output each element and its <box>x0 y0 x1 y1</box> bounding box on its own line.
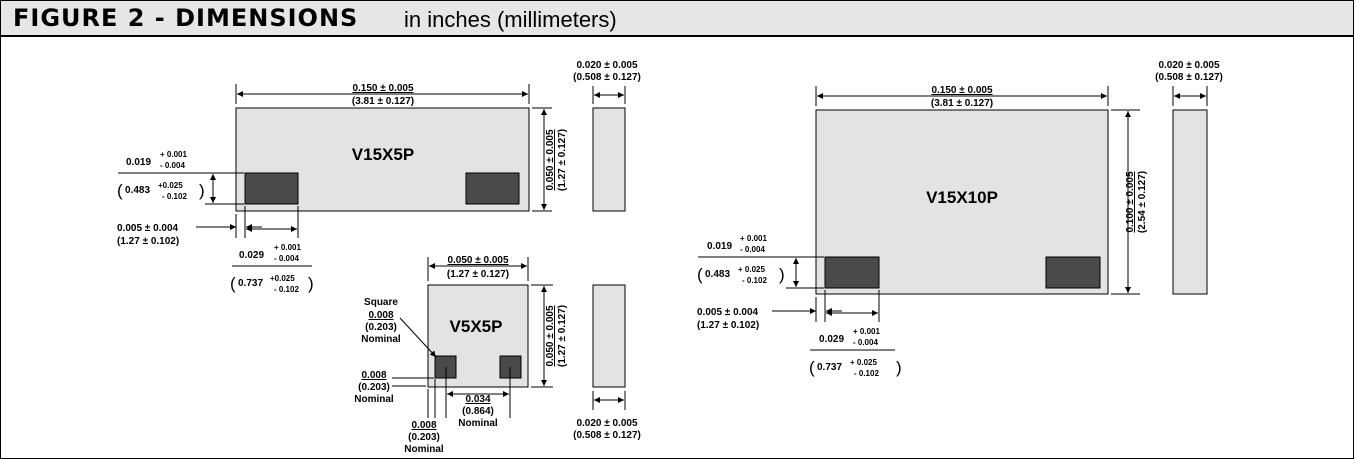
v15x10p-height-in: 0.100 ± 0.005 <box>1125 171 1136 233</box>
svg-text:): ) <box>199 181 205 200</box>
v15x10p-pad-h-mm: 0.483 <box>705 269 730 280</box>
v15x5p-height-in: 0.050 ± 0.005 <box>545 129 556 191</box>
v15x5p-pad-w-in-plus: + 0.001 <box>274 243 301 252</box>
svg-text:): ) <box>896 358 902 377</box>
v15x10p-pad-left <box>824 256 880 289</box>
svg-text:(: ( <box>697 265 703 284</box>
v15x5p-pad-h-mm: 0.483 <box>125 185 150 196</box>
v15x5p-thick-in: 0.020 ± 0.005 <box>576 60 638 71</box>
v5x5p-square-leader <box>399 317 437 358</box>
v15x10p-pad-w-mm-minus: - 0.102 <box>854 369 879 378</box>
v5x5p-bottom-mm: (0.203) <box>408 432 440 443</box>
v15x10p-thick-in: 0.020 ± 0.005 <box>1158 60 1220 71</box>
v15x10p-pad-off-in: 0.005 ± 0.004 <box>697 307 759 318</box>
svg-text:): ) <box>779 265 785 284</box>
v15x5p-width-in: 0.150 ± 0.005 <box>352 83 414 94</box>
v15x5p-pad-off-in: 0.005 ± 0.004 <box>117 223 179 234</box>
svg-text:): ) <box>308 274 314 293</box>
v15x10p-width-in: 0.150 ± 0.005 <box>931 85 993 96</box>
v15x5p-pad-w-in: 0.029 <box>239 250 264 261</box>
v15x5p-pad-w-mm-minus: - 0.102 <box>274 285 299 294</box>
svg-text:(: ( <box>809 358 815 377</box>
svg-text:(: ( <box>230 274 236 293</box>
v5x5p-thick-mm: (0.508 ± 0.127) <box>573 430 641 441</box>
v15x5p-drawing: V15X5P 0.150 ± 0.005 (3.81 ± 0.127) 0.05… <box>117 60 641 294</box>
v5x5p-height-mm: (1.27 ± 0.127) <box>557 305 568 367</box>
v15x10p-pad-right <box>1045 256 1101 289</box>
svg-text:(: ( <box>117 181 123 200</box>
v5x5p-bottom-nominal: Nominal <box>404 444 444 455</box>
v15x10p-side-view <box>1172 109 1208 295</box>
v15x5p-pad-right <box>465 172 520 205</box>
v5x5p-square-mm: (0.203) <box>365 322 397 333</box>
v15x10p-pad-w-in: 0.029 <box>819 334 844 345</box>
v5x5p-width-mm: (1.27 ± 0.127) <box>447 269 509 280</box>
v15x10p-pad-h-in-minus: - 0.004 <box>740 245 765 254</box>
v15x5p-pad-h-in: 0.019 <box>126 157 151 168</box>
v5x5p-bottom-in: 0.008 <box>411 420 436 431</box>
v15x5p-thick-mm: (0.508 ± 0.127) <box>573 72 641 83</box>
v15x10p-pad-off-mm: (1.27 ± 0.102) <box>697 320 759 331</box>
v15x5p-pad-w-mm: 0.737 <box>238 278 263 289</box>
v15x10p-pad-w-in-plus: + 0.001 <box>853 327 880 336</box>
v15x5p-side-view <box>592 107 626 212</box>
v15x5p-label: V15X5P <box>352 145 414 164</box>
v5x5p-square-label: Square <box>364 297 398 308</box>
v5x5p-pitch-nominal: Nominal <box>458 418 498 429</box>
v15x10p-pad-h-in-plus: + 0.001 <box>740 234 767 243</box>
v5x5p-square-nominal: Nominal <box>361 334 401 345</box>
v5x5p-left-nominal: Nominal <box>354 394 394 405</box>
v15x10p-pad-h-mm-plus: + 0.025 <box>738 265 765 274</box>
v15x5p-width-mm: (3.81 ± 0.127) <box>352 96 414 107</box>
v5x5p-height-in: 0.050 ± 0.005 <box>545 305 556 367</box>
v5x5p-square-in: 0.008 <box>368 310 393 321</box>
v15x10p-label: V15X10P <box>926 188 998 207</box>
v5x5p-pitch-mm: (0.864) <box>462 406 494 417</box>
v5x5p-thick-in: 0.020 ± 0.005 <box>576 418 638 429</box>
v5x5p-side-view <box>592 284 626 388</box>
figure-title: FIGURE 2 - DIMENSIONS <box>13 4 359 32</box>
v5x5p-left-in: 0.008 <box>361 370 386 381</box>
v15x10p-pad-w-in-minus: - 0.004 <box>853 338 878 347</box>
v15x5p-pad-h-in-plus: + 0.001 <box>160 150 187 159</box>
figure-header: FIGURE 2 - DIMENSIONS in inches (millime… <box>1 1 1353 37</box>
v15x5p-pad-left <box>244 172 299 205</box>
v15x10p-pad-w-mm: 0.737 <box>817 362 842 373</box>
v15x10p-pad-w-mm-plus: + 0.025 <box>850 358 877 367</box>
v15x10p-thick-mm: (0.508 ± 0.127) <box>1155 72 1223 83</box>
v15x5p-pad-w-in-minus: - 0.004 <box>274 254 299 263</box>
v15x10p-pad-h-in: 0.019 <box>707 241 732 252</box>
v5x5p-left-mm: (0.203) <box>358 382 390 393</box>
v15x5p-pad-h-in-minus: - 0.004 <box>160 161 185 170</box>
v15x5p-height-mm: (1.27 ± 0.127) <box>557 129 568 191</box>
v15x5p-pad-off-mm: (1.27 ± 0.102) <box>117 236 179 247</box>
figure-subtitle: in inches (millimeters) <box>404 7 617 32</box>
v5x5p-label: V5X5P <box>450 317 503 336</box>
v15x10p-drawing: V15X10P 0.150 ± 0.005 (3.81 ± 0.127) 0.1… <box>697 60 1223 378</box>
v5x5p-drawing: V5X5P 0.050 ± 0.005 (1.27 ± 0.127) 0.050… <box>354 255 641 455</box>
v5x5p-width-in: 0.050 ± 0.005 <box>447 255 509 266</box>
v15x5p-pad-h-mm-plus: +0.025 <box>158 181 183 190</box>
v15x5p-pad-w-mm-plus: +0.025 <box>270 274 295 283</box>
v5x5p-pitch-in: 0.034 <box>465 394 490 405</box>
v15x10p-height-mm: (2.54 ± 0.127) <box>1137 171 1148 233</box>
v15x5p-pad-h-mm-minus: - 0.102 <box>162 192 187 201</box>
v15x10p-width-mm: (3.81 ± 0.127) <box>931 98 993 109</box>
v15x10p-pad-h-mm-minus: - 0.102 <box>742 276 767 285</box>
